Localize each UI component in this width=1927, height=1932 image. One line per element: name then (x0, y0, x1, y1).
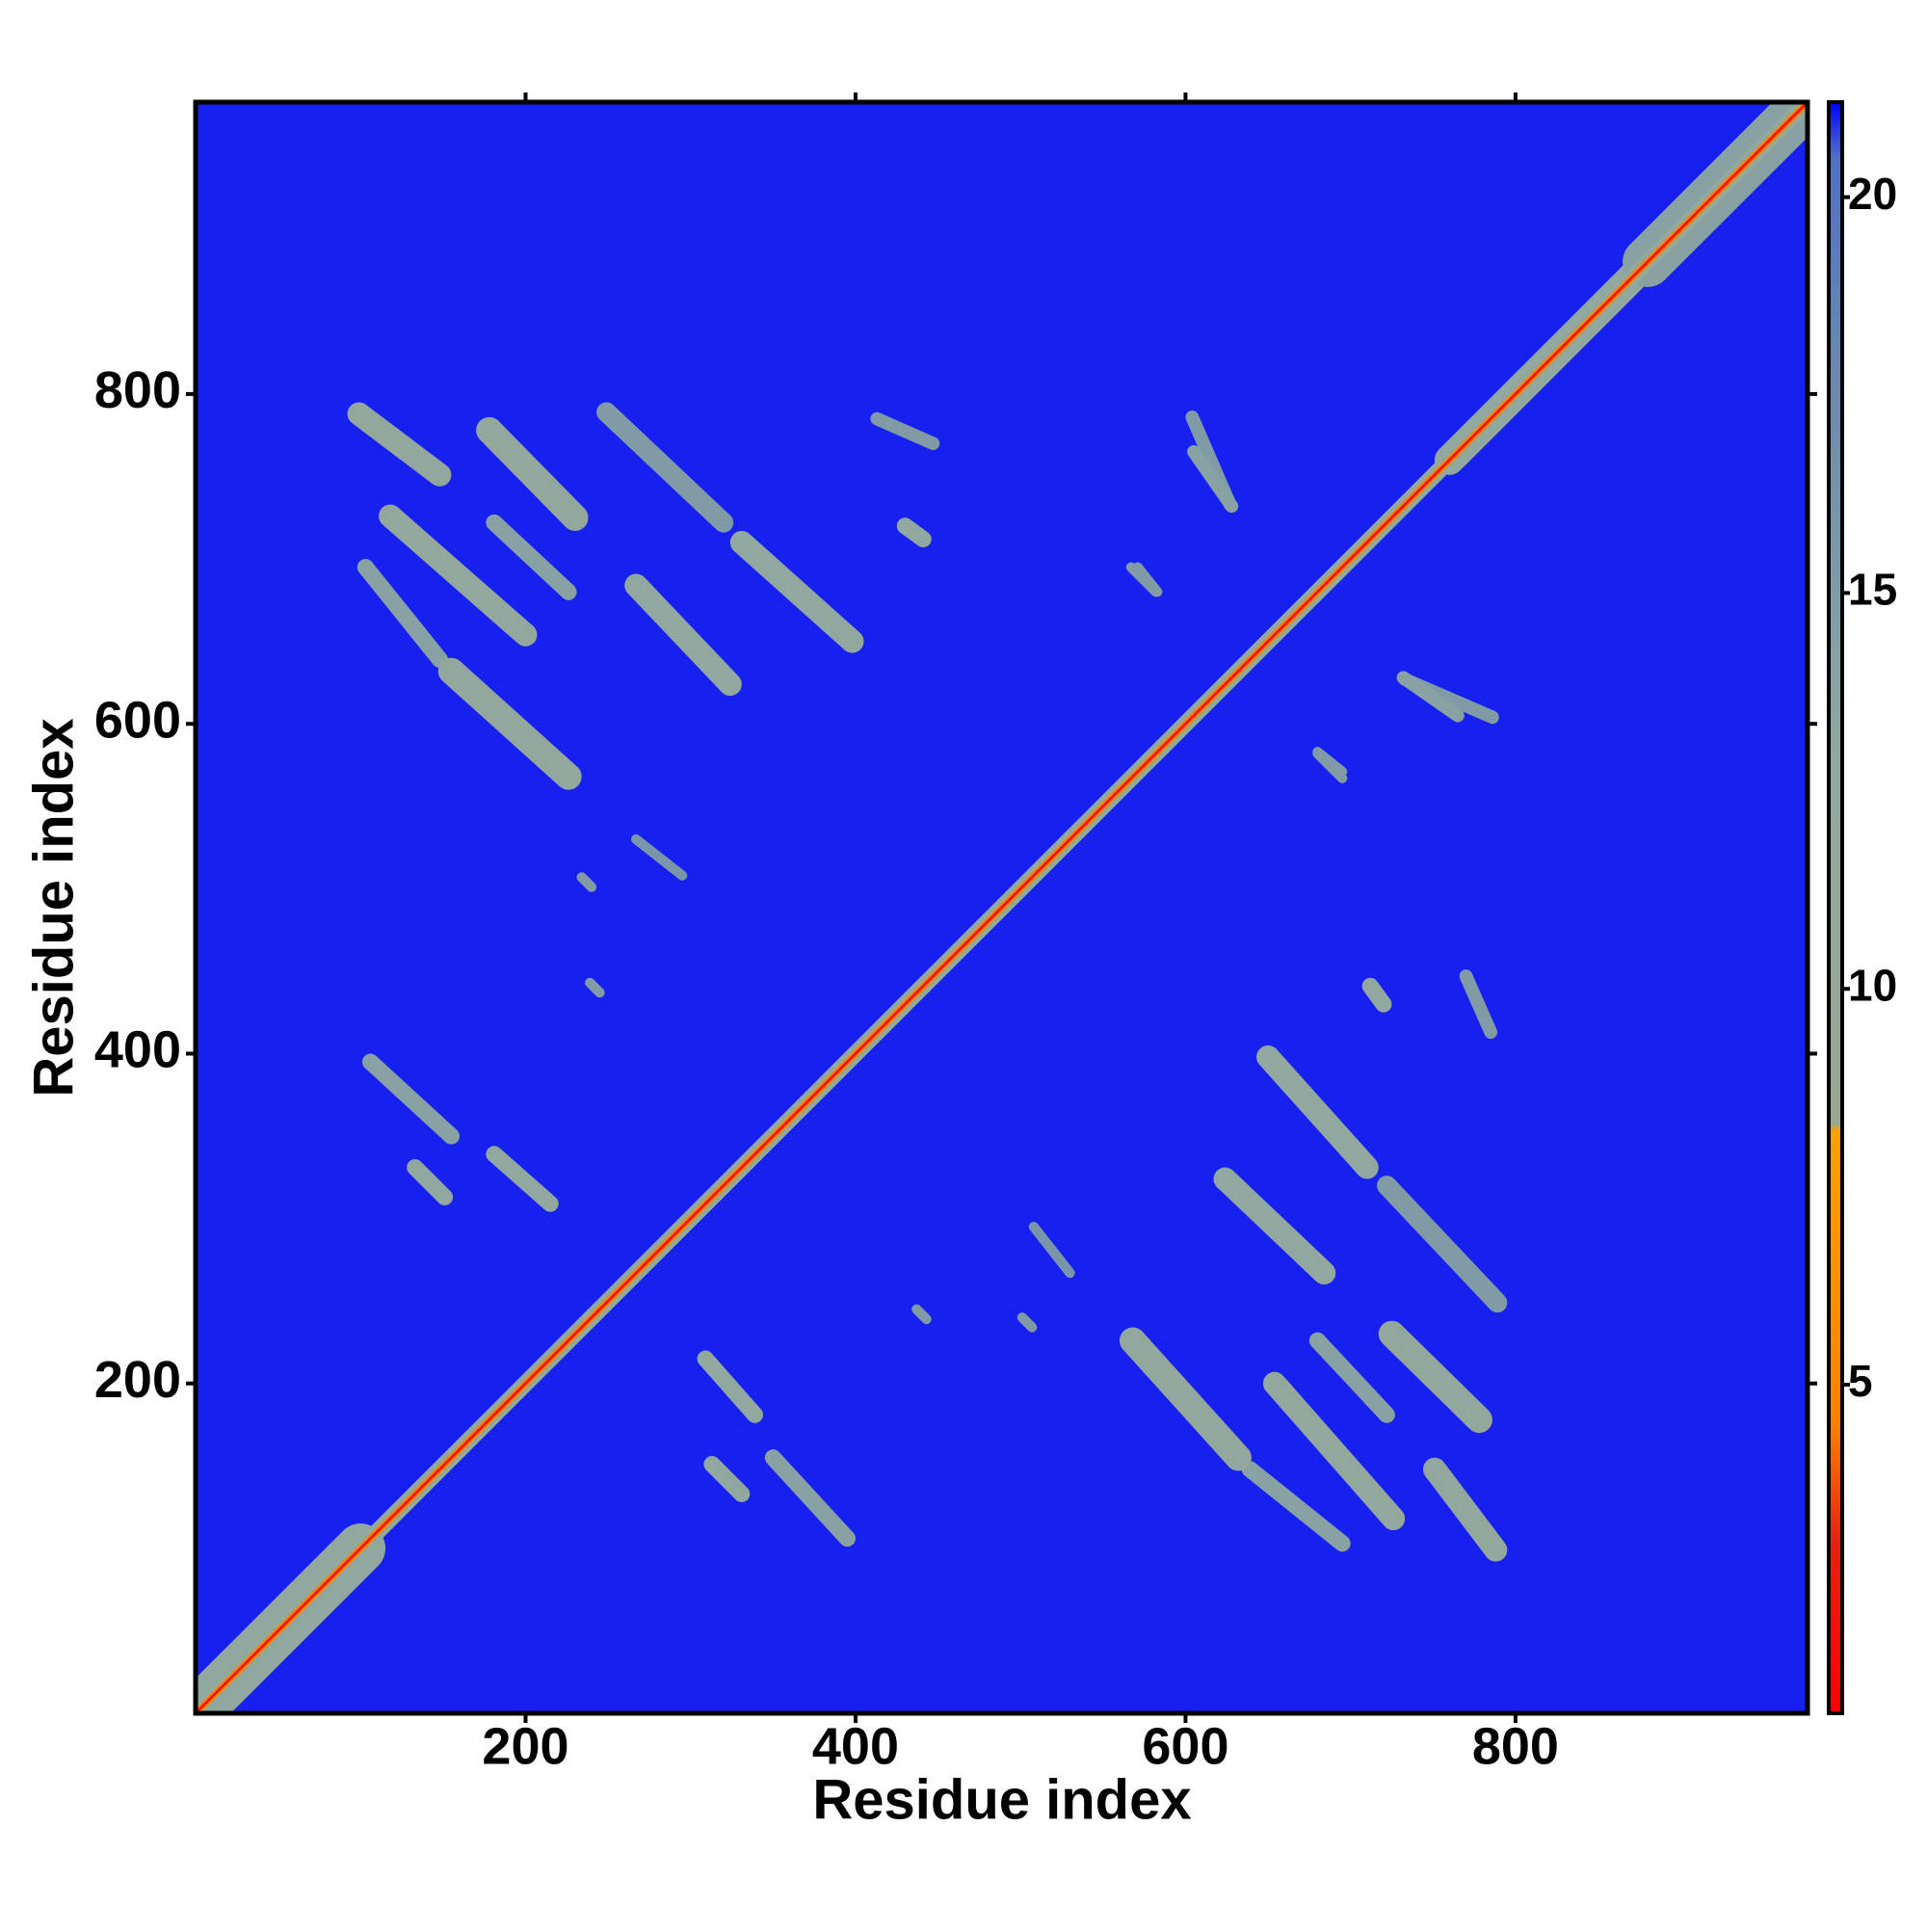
contact-band (631, 834, 688, 881)
contact-band (486, 514, 577, 600)
x-tick-label: 600 (1142, 1717, 1228, 1775)
contact-band-mirror (1016, 1312, 1038, 1333)
contact-band (896, 517, 932, 548)
contact-band (870, 411, 940, 451)
heatmap (196, 102, 1808, 1713)
contact-band (585, 977, 605, 998)
contact-band-mirror (1132, 562, 1163, 597)
contact-band-mirror (1308, 1332, 1395, 1423)
plot-frame (193, 99, 1810, 1716)
contact-band-mirror (1241, 1461, 1351, 1552)
contact-band-mirror (1119, 1327, 1252, 1471)
contact-band (476, 416, 589, 531)
contact-band-mirror (1378, 1320, 1492, 1434)
contact-band-mirror (703, 1456, 751, 1502)
contact-band (361, 1053, 460, 1145)
contact-band (1396, 671, 1465, 723)
colorbar-tick-label: 5 (1848, 1356, 1873, 1406)
contact-band-mirror (1423, 1457, 1508, 1562)
x-axis-label: Residue index (812, 1768, 1191, 1831)
contact-band-mirror (1459, 969, 1498, 1040)
contact-band (437, 657, 582, 790)
colorbar-tick-label: 10 (1848, 960, 1897, 1010)
contact-band-mirror (911, 1304, 932, 1325)
contact-band-mirror (196, 102, 1808, 1713)
y-axis-label: Residue index (22, 718, 85, 1097)
contact-band (379, 504, 538, 647)
contact-band-mirror (1262, 1371, 1406, 1531)
colorbar (1827, 100, 1844, 1715)
contact-band (407, 1158, 454, 1205)
y-tick-label: 400 (94, 1021, 181, 1079)
y-tick-label: 800 (94, 361, 181, 419)
y-tick-label: 600 (94, 691, 181, 749)
contact-band (347, 402, 452, 487)
contact-band-mirror (1256, 1045, 1379, 1179)
contact-band (576, 872, 597, 892)
contact-band-mirror (697, 1350, 764, 1423)
contact-band-mirror (764, 1449, 856, 1548)
x-tick-label: 200 (482, 1717, 568, 1775)
contact-band (486, 1146, 559, 1212)
x-tick-label: 400 (812, 1717, 899, 1775)
contact-band-mirror (1377, 1176, 1508, 1313)
colorbar-tick-label: 20 (1848, 169, 1897, 219)
contact-band (1312, 747, 1348, 777)
contact-band (729, 530, 864, 653)
x-tick-label: 800 (1472, 1717, 1559, 1775)
contact-band-mirror (1361, 977, 1392, 1013)
contact-band-mirror (1213, 1167, 1336, 1285)
contact-band (624, 573, 742, 697)
contact-band-mirror (1028, 1222, 1075, 1279)
contact-band (596, 402, 734, 533)
contact-band-mirror (1187, 444, 1239, 514)
contact-band (356, 559, 448, 669)
y-tick-label: 200 (94, 1351, 181, 1409)
colorbar-tick-label: 15 (1848, 565, 1897, 615)
